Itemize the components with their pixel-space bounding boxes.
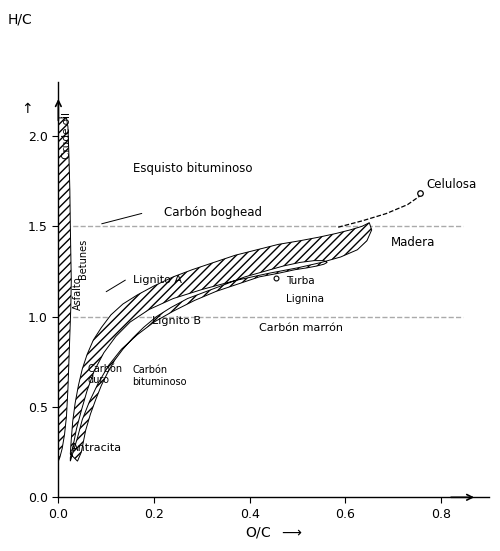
Text: Lignito A: Lignito A	[132, 274, 182, 284]
Text: Betunes: Betunes	[78, 239, 88, 279]
Text: Crude oil: Crude oil	[62, 112, 72, 159]
Text: Esquisto bituminoso: Esquisto bituminoso	[132, 162, 252, 175]
Text: $\uparrow$: $\uparrow$	[20, 101, 33, 116]
Text: Carbón boghead: Carbón boghead	[164, 206, 262, 219]
Text: Asfalto: Asfalto	[72, 277, 83, 310]
Text: Carbón marrón: Carbón marrón	[260, 323, 344, 333]
Text: Turba: Turba	[286, 277, 314, 287]
Polygon shape	[70, 223, 372, 461]
X-axis label: O/C  $\longrightarrow$: O/C $\longrightarrow$	[244, 525, 302, 540]
Text: Celulosa: Celulosa	[426, 178, 477, 191]
Text: Lignito B: Lignito B	[152, 316, 200, 326]
Text: Lignina: Lignina	[286, 294, 324, 304]
Text: Madera: Madera	[391, 236, 435, 249]
Polygon shape	[58, 118, 71, 461]
Text: Antracita: Antracita	[71, 442, 122, 452]
Text: Carbón
bituminoso: Carbón bituminoso	[132, 365, 187, 387]
Text: H/C: H/C	[7, 13, 32, 26]
Text: Carbón
duro: Carbón duro	[87, 364, 122, 385]
